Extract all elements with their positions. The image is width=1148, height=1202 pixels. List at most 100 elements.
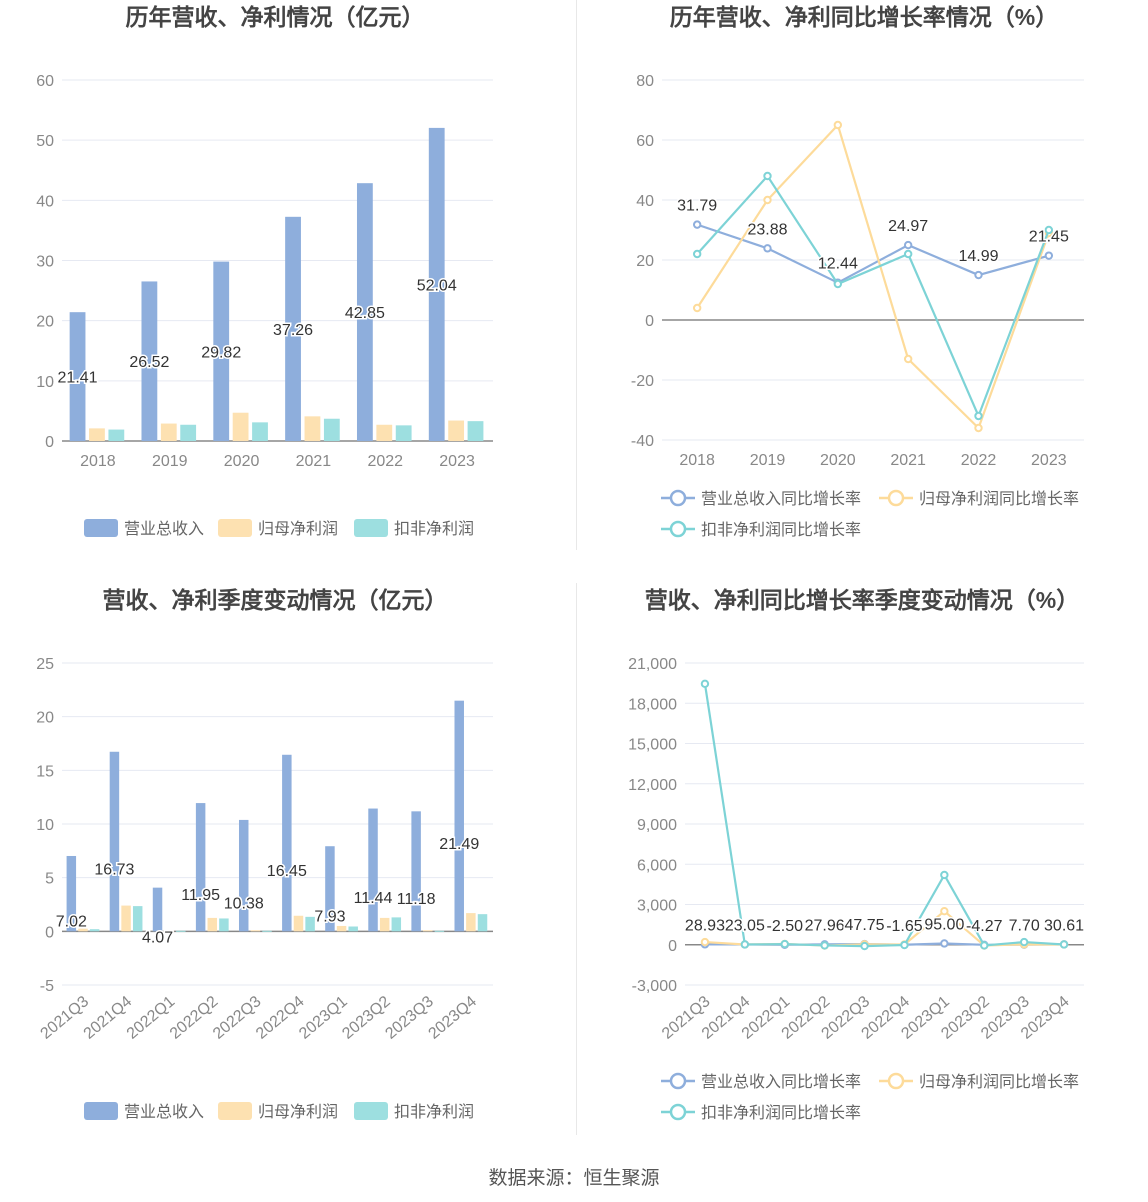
- data-label: 7.93: [314, 909, 345, 926]
- x-tick-label: 2021Q3: [38, 993, 93, 1043]
- y-tick-label: 25: [36, 656, 54, 673]
- bar-net-profit: [207, 917, 218, 932]
- y-tick-label: -40: [631, 433, 654, 450]
- legend-swatch: [84, 519, 118, 537]
- data-label: 16.73: [94, 861, 134, 878]
- y-tick-label: 15: [36, 763, 54, 780]
- y-tick-label: 20: [36, 710, 54, 727]
- x-tick-label: 2022Q4: [253, 993, 308, 1043]
- series-line-revenue-growth: [696, 223, 1050, 284]
- y-tick-label: 12,000: [628, 777, 677, 794]
- bar-net-profit: [466, 913, 476, 932]
- x-tick-label: 2019: [750, 452, 786, 469]
- x-tick-label: 2022: [367, 453, 403, 470]
- series-point: [833, 120, 843, 130]
- bar-revenue: [238, 819, 249, 932]
- x-tick-label: 2022Q1: [124, 993, 179, 1043]
- x-tick-label: 2023Q4: [425, 993, 480, 1043]
- data-label: 21.41: [58, 370, 98, 387]
- data-source-note: 数据来源：恒生聚源: [488, 1168, 660, 1189]
- bar-net-profit: [121, 905, 131, 932]
- bar-net-profit: [423, 930, 433, 932]
- series-point: [1019, 937, 1029, 947]
- y-tick-label: 30: [36, 254, 54, 271]
- data-label: 52.04: [417, 277, 457, 294]
- legend-label: 归母净利润同比增长率: [919, 1073, 1079, 1091]
- x-tick-label: 2020: [820, 452, 856, 469]
- chart-title: 营收、净利同比增长率季度变动情况（%）: [645, 587, 1079, 613]
- series-point: [1044, 251, 1054, 260]
- series-point: [763, 195, 772, 205]
- data-label: -2.50: [767, 918, 804, 935]
- series-point: [974, 423, 983, 433]
- bar-revenue: [152, 887, 163, 932]
- data-label: -4.27: [966, 918, 1003, 935]
- series-point: [940, 870, 949, 880]
- y-tick-label: 18,000: [628, 696, 677, 713]
- data-label: 4.07: [142, 929, 173, 946]
- legend-label: 归母净利润: [258, 1103, 338, 1121]
- series-point: [940, 939, 949, 948]
- bar-deducted-net-profit: [305, 916, 315, 932]
- legend-label: 营业总收入: [124, 520, 204, 538]
- legend-label: 扣非净利润: [394, 520, 474, 538]
- y-tick-label: 3,000: [637, 898, 677, 915]
- bar-deducted-net-profit: [348, 926, 358, 932]
- legend-swatch: [218, 519, 252, 537]
- bar-deducted-net-profit: [219, 918, 229, 932]
- data-label: 24.97: [888, 218, 928, 235]
- series-point: [900, 940, 909, 950]
- series-point: [740, 940, 750, 949]
- series-point: [940, 907, 949, 916]
- y-tick-label: 10: [36, 817, 54, 834]
- y-tick-label: 9,000: [637, 817, 677, 834]
- quarter-bar-svg: 营收、净利季度变动情况（亿元）-505101520252021Q32021Q42…: [36, 587, 493, 1121]
- series-point: [974, 270, 983, 280]
- bar-revenue: [195, 803, 206, 932]
- bar-revenue: [66, 855, 77, 932]
- bar-net-profit: [336, 925, 347, 932]
- data-label: 29.82: [201, 344, 241, 361]
- bar-revenue: [141, 281, 158, 441]
- annual-growth-rate-chart: 历年营收、净利同比增长率情况（%） -40 -20 0 20 40 60 80 2018 2019…: [577, 0, 1148, 560]
- x-tick-label: 2018: [679, 452, 715, 469]
- series-point: [692, 303, 702, 313]
- quarterly-revenue-profit-chart: 营收、净利季度变动情况（亿元） -5 0 5 10 15 20 25 2021Q3 2021Q4 2…: [0, 583, 576, 1143]
- annual-revenue-profit-chart: 历年营收、净利情况（亿元） 0 10 20 30 40 50 60 2018 2019 2020 20…: [0, 0, 576, 560]
- bar-net-profit: [160, 423, 177, 441]
- series-point: [763, 244, 772, 253]
- series-point: [903, 249, 913, 259]
- x-tick-label: 2023: [439, 453, 475, 470]
- x-tick-label: 2020: [224, 453, 260, 470]
- y-tick-label: -3,000: [632, 978, 677, 995]
- bar-deducted-net-profit: [467, 421, 484, 441]
- data-label: 7.70: [1009, 918, 1040, 935]
- legend-swatch: [218, 1102, 252, 1120]
- bar-deducted-net-profit: [477, 914, 488, 932]
- x-tick-label: 2022Q3: [210, 993, 265, 1043]
- legend-marker: [669, 489, 687, 507]
- y-tick-label: 0: [645, 313, 654, 330]
- series-point: [860, 941, 869, 951]
- data-label: 27.96: [805, 917, 845, 934]
- y-tick-label: 40: [636, 193, 654, 210]
- data-label: 12.44: [818, 256, 858, 273]
- x-tick-label: 2021: [296, 453, 332, 470]
- data-label: 26.52: [129, 354, 169, 371]
- data-label: 11.44: [354, 890, 393, 907]
- bar-revenue: [282, 754, 292, 932]
- vertical-divider-bottom: [576, 583, 577, 1135]
- data-label: 11.18: [397, 891, 436, 908]
- y-tick-label: 21,000: [628, 656, 677, 673]
- y-tick-label: 15,000: [628, 737, 677, 754]
- legend-marker: [669, 1103, 687, 1121]
- x-tick-label: 2022Q2: [167, 993, 222, 1043]
- data-label: 28.93: [685, 917, 725, 934]
- bar-deducted-net-profit: [108, 429, 125, 441]
- chart-title: 历年营收、净利同比增长率情况（%）: [670, 4, 1058, 30]
- series-line-deducted-profit-growth: [696, 174, 1050, 419]
- x-tick-label: 2023Q3: [382, 993, 437, 1043]
- bar-revenue: [69, 312, 86, 441]
- legend-marker: [669, 1072, 687, 1090]
- legend-label: 归母净利润同比增长率: [919, 490, 1079, 508]
